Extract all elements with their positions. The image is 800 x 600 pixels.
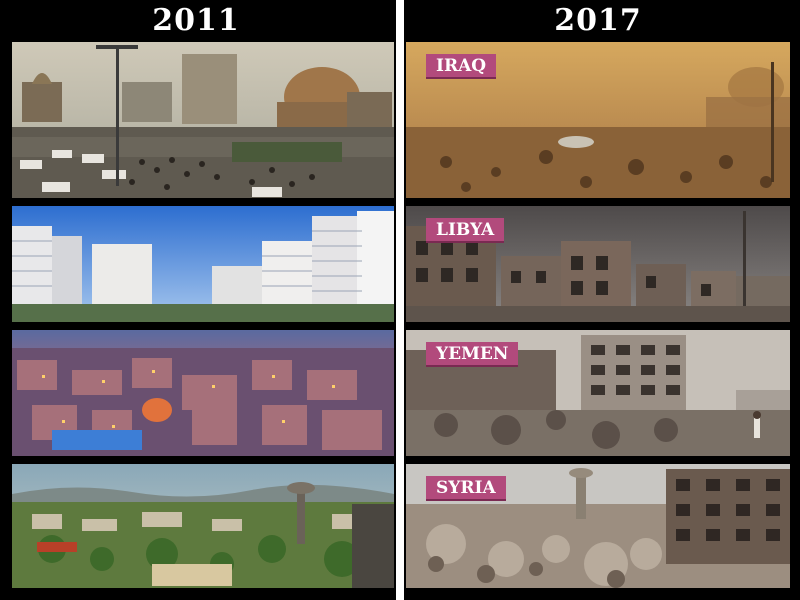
year-header-2011: 2011 bbox=[152, 2, 240, 38]
column-divider bbox=[396, 0, 404, 600]
photo-2011-city-dusk bbox=[12, 330, 394, 456]
photo-2011-residential-towers bbox=[12, 206, 394, 322]
year-header-2017: 2017 bbox=[554, 2, 642, 38]
photo-2017-syria: SYRIA bbox=[406, 464, 790, 588]
photo-2011-green-city bbox=[12, 464, 394, 588]
photo-2017-yemen: YEMEN bbox=[406, 330, 790, 456]
country-label-yemen: YEMEN bbox=[426, 342, 519, 367]
country-label-libya: LIBYA bbox=[426, 218, 505, 243]
photo-2017-iraq: IRAQ bbox=[406, 42, 790, 198]
photo-2017-libya: LIBYA bbox=[406, 206, 790, 322]
photo-2011-city-square bbox=[12, 42, 394, 198]
country-label-iraq: IRAQ bbox=[426, 54, 497, 79]
country-label-syria: SYRIA bbox=[426, 476, 506, 501]
